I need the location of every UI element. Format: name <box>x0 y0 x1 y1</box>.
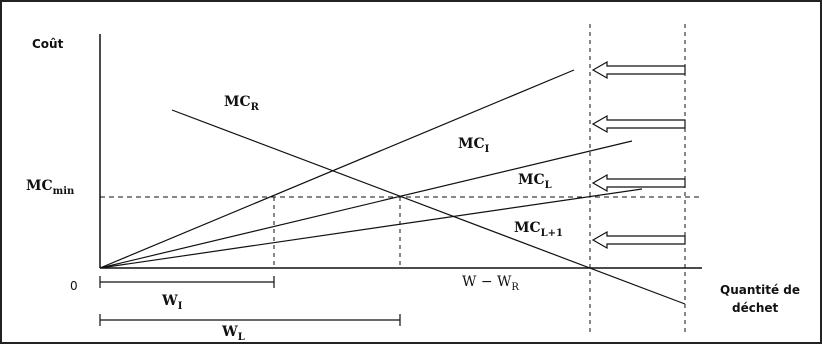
mc-i-label: MCI <box>458 136 490 155</box>
x-axis-label-line2: déchet <box>732 301 779 315</box>
mc-i-line-steep <box>99 69 575 269</box>
hollow-arrow-icon <box>591 173 686 193</box>
mc-r-line <box>171 109 686 305</box>
w-i-label: WI <box>161 293 183 312</box>
w-l-label: WL <box>221 324 245 343</box>
mc-l-label: MCL <box>518 172 552 191</box>
mc-l-line <box>99 188 643 269</box>
hollow-arrow-icon <box>591 60 686 80</box>
hollow-arrow-icon <box>591 230 686 250</box>
w-minus-wr-label: W − WR <box>462 274 519 293</box>
x-axis-label-line1: Quantité de <box>720 283 800 297</box>
mc-i-line <box>99 140 633 269</box>
origin-label: 0 <box>70 279 78 293</box>
mc-min-label: MCmin <box>26 178 75 197</box>
hollow-arrow-icon <box>591 114 686 134</box>
mc-l1-label: MCL+1 <box>514 220 563 239</box>
y-axis-label: Coût <box>32 37 64 51</box>
mc-r-label: MCR <box>224 94 260 113</box>
